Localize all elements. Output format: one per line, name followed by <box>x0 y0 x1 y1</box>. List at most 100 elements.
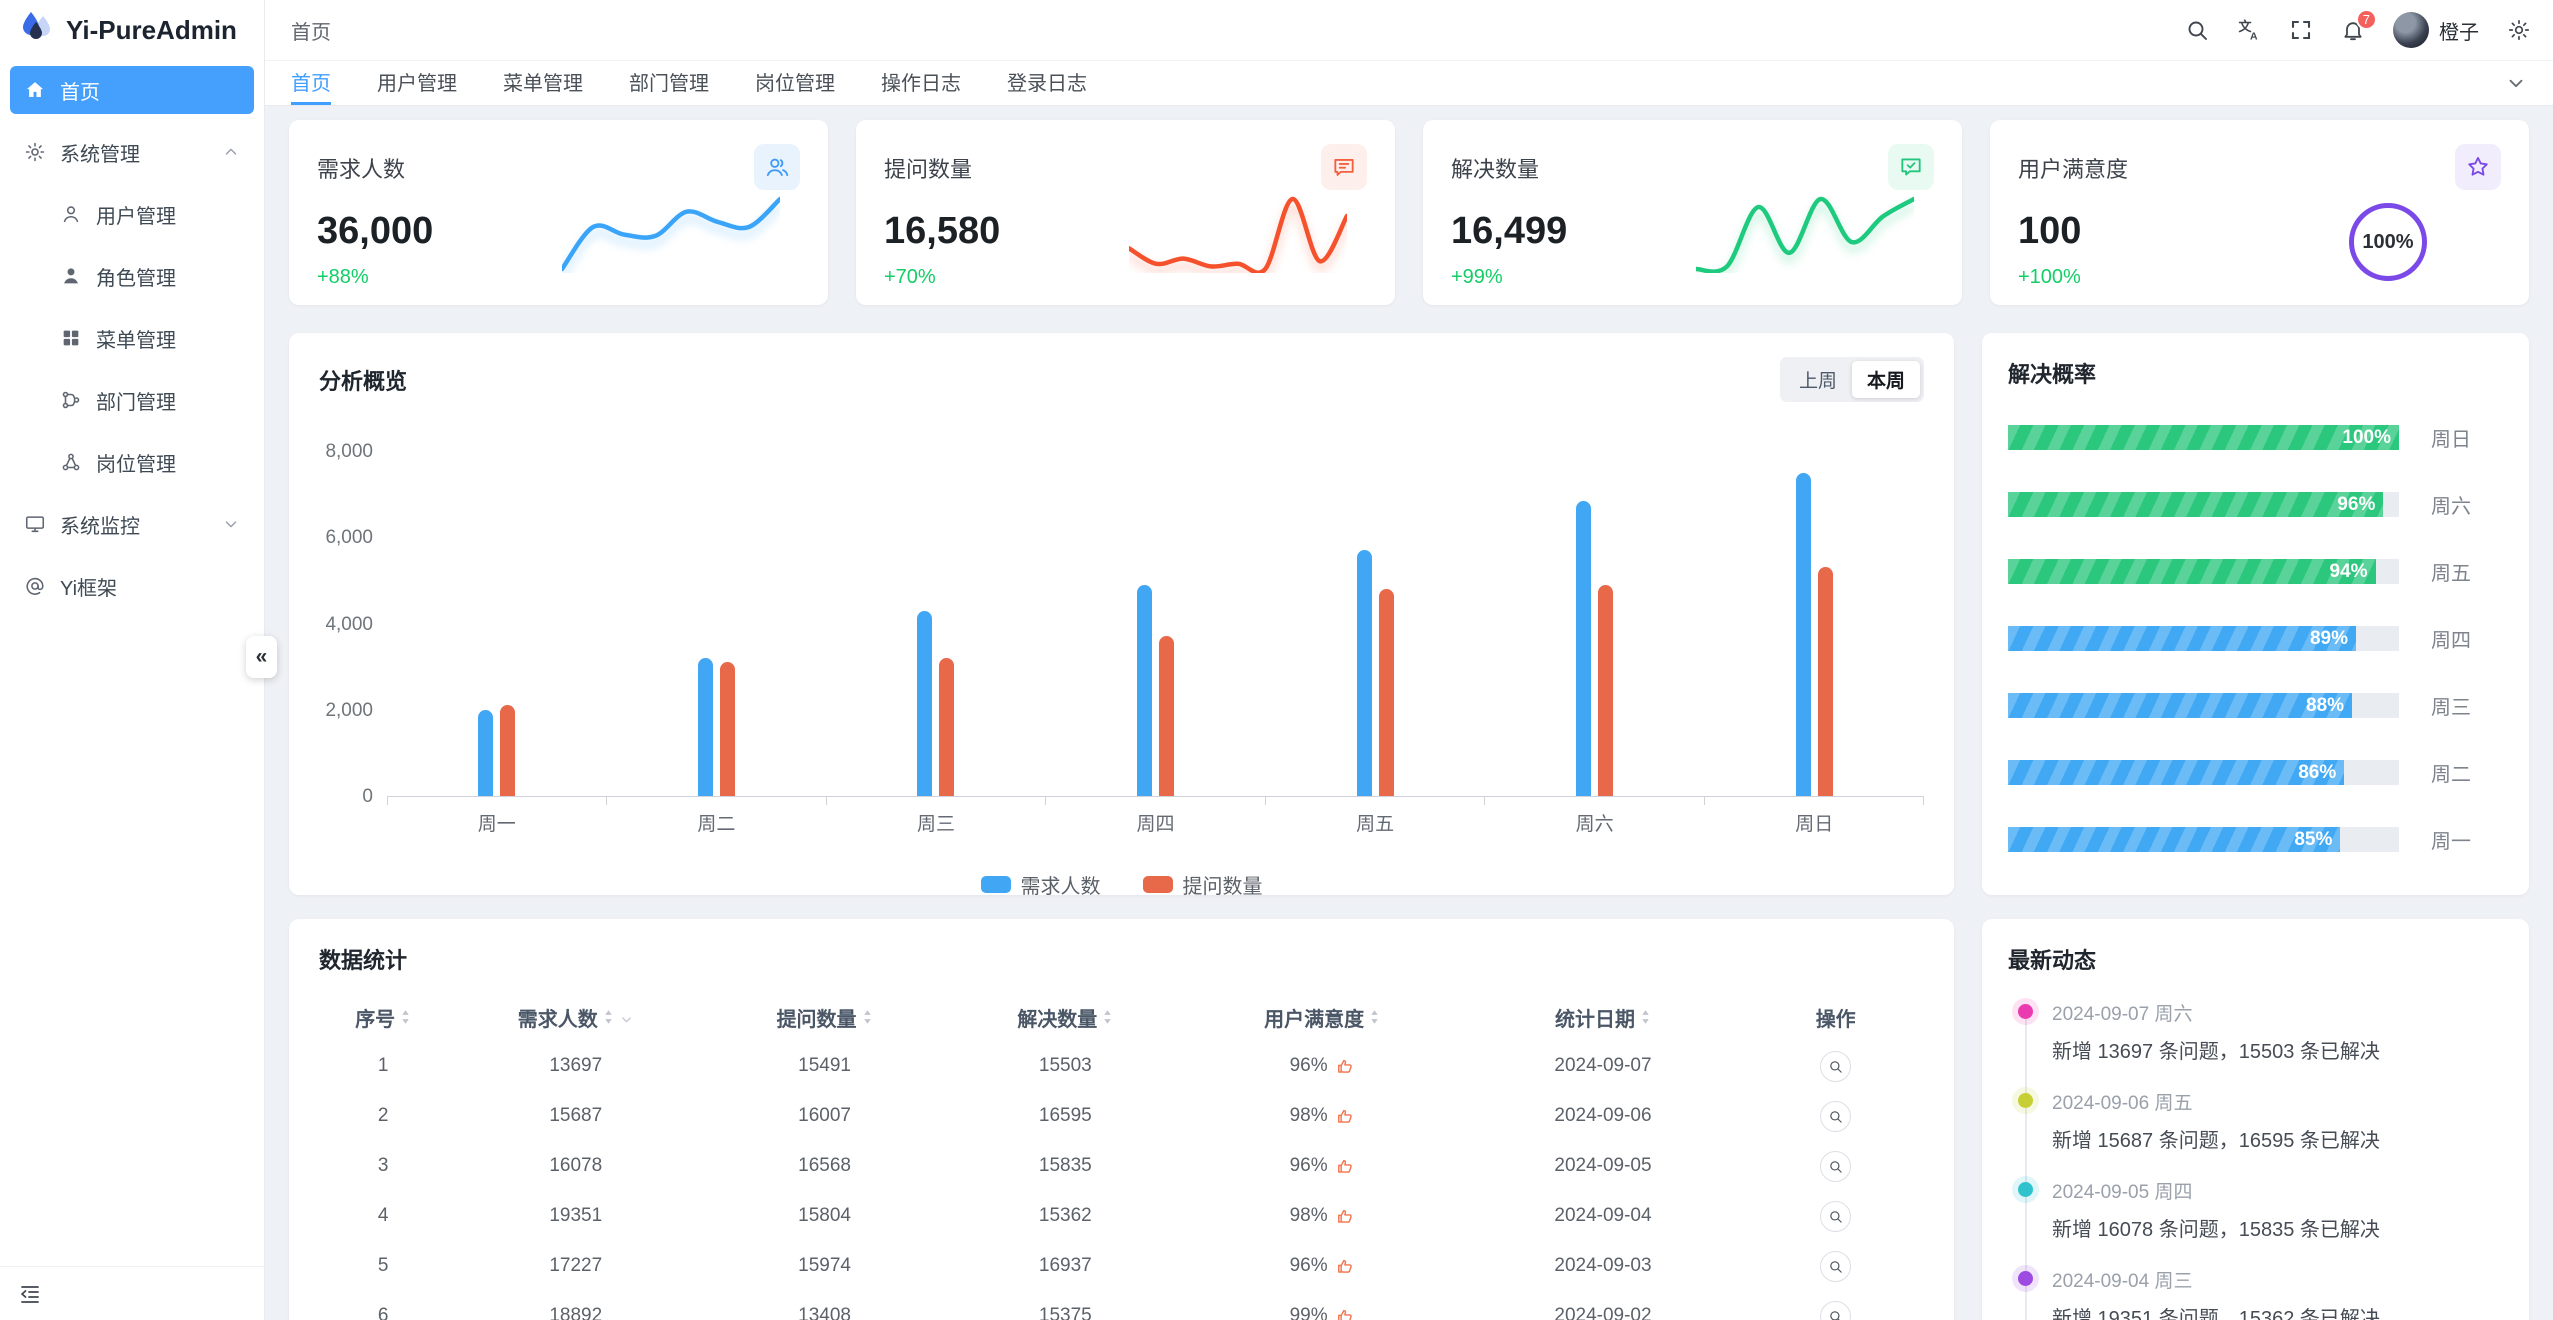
bar-group-周日 <box>1704 452 1924 796</box>
sidebar-item-菜单管理[interactable]: 菜单管理 <box>10 314 254 362</box>
bar-group-周三 <box>826 452 1046 796</box>
x-axis-label: 周四 <box>1136 814 1175 835</box>
sidebar: Yi-PureAdmin 首页系统管理用户管理角色管理菜单管理部门管理岗位管理系… <box>0 0 265 1320</box>
filter-chevron-down-icon[interactable] <box>619 1010 634 1025</box>
cell-date: 2024-09-02 <box>1554 1305 1652 1320</box>
settings-gear-icon[interactable] <box>2507 18 2531 42</box>
bar-提问数量-周一 <box>500 705 516 796</box>
sidebar-item-Yi框架[interactable]: Yi框架 <box>10 562 254 610</box>
view-detail-button[interactable] <box>1820 1100 1852 1132</box>
tab-操作日志[interactable]: 操作日志 <box>881 73 961 95</box>
tabs: 首页 用户管理 菜单管理 部门管理 岗位管理 操作日志 登录日志 <box>291 61 1133 105</box>
sidebar-item-label: 菜单管理 <box>96 329 176 352</box>
sidebar-item-label: 岗位管理 <box>96 453 176 476</box>
sort-carets-icon[interactable] <box>1640 1008 1651 1026</box>
tab-登录日志[interactable]: 登录日志 <box>1007 73 1087 95</box>
bar-提问数量-周三 <box>939 658 955 796</box>
sidebar-item-首页[interactable]: 首页 <box>10 66 254 114</box>
stat-card-value: 100 <box>2018 210 2082 252</box>
sort-carets-icon[interactable] <box>862 1008 873 1026</box>
tab-用户管理[interactable]: 用户管理 <box>377 73 457 95</box>
bar-group-周四 <box>1046 452 1266 796</box>
collapse-sidebar-icon[interactable] <box>18 1282 42 1306</box>
column-header-用户满意度[interactable]: 用户满意度 <box>1186 1003 1459 1032</box>
toggle-上周[interactable]: 上周 <box>1798 371 1837 392</box>
stat-card-value: 16,499 <box>1451 210 1568 252</box>
tab-岗位管理[interactable]: 岗位管理 <box>755 73 835 95</box>
table-row: 6 18892 13408 15375 99% 2024-09-02 <box>319 1291 1924 1320</box>
view-detail-button[interactable] <box>1820 1150 1852 1182</box>
timeline-text: 新增 16078 条问题，15835 条已解决 <box>2052 1219 2380 1241</box>
column-header-需求人数[interactable]: 需求人数 <box>447 1003 704 1032</box>
sort-carets-icon[interactable] <box>400 1008 411 1026</box>
legend-item-提问数量[interactable]: 提问数量 <box>1142 870 1263 899</box>
cell-solved: 16937 <box>1038 1255 1092 1276</box>
view-detail-button[interactable] <box>1820 1050 1852 1082</box>
trend-sparkline <box>562 196 780 272</box>
cell-demand: 17227 <box>549 1255 603 1276</box>
bar-group-周六 <box>1485 452 1705 796</box>
timeline-title: 最新动态 <box>2008 948 2097 973</box>
tab-部门管理[interactable]: 部门管理 <box>629 73 709 95</box>
y-tick-label: 8,000 <box>325 441 373 462</box>
sidebar-item-部门管理[interactable]: 部门管理 <box>10 376 254 424</box>
page-content: 需求人数 36,000 +88% 提问数量 16,580 +70% 解决数量 16,499 +9… <box>265 106 2553 1320</box>
sidebar-item-系统管理[interactable]: 系统管理 <box>10 128 254 176</box>
avatar <box>2393 12 2429 48</box>
sidebar-item-岗位管理[interactable]: 岗位管理 <box>10 438 254 486</box>
fullscreen-icon[interactable] <box>2289 18 2313 42</box>
cell-question: 13408 <box>798 1305 851 1320</box>
y-tick-label: 4,000 <box>325 613 373 635</box>
y-tick-label: 2,000 <box>325 699 373 721</box>
view-detail-button[interactable] <box>1820 1250 1852 1282</box>
logo-drop-icon <box>16 8 56 53</box>
at-icon <box>24 575 46 597</box>
sidebar-item-系统监控[interactable]: 系统监控 <box>10 500 254 548</box>
cell-no: 5 <box>377 1255 389 1276</box>
x-axis-label: 周五 <box>1356 814 1395 835</box>
tab-菜单管理[interactable]: 菜单管理 <box>503 73 583 95</box>
view-detail-button[interactable] <box>1820 1300 1852 1320</box>
sidebar-item-角色管理[interactable]: 角色管理 <box>10 252 254 300</box>
chart-legend: 需求人数 提问数量 <box>319 870 1924 899</box>
sort-carets-icon[interactable] <box>1102 1008 1113 1026</box>
user-menu[interactable]: 橙子 <box>2393 12 2479 48</box>
solve-rate-bar: 86% <box>2008 760 2345 785</box>
logo[interactable]: Yi-PureAdmin <box>0 0 264 60</box>
sidebar-item-label: 系统监控 <box>60 515 140 538</box>
legend-item-需求人数[interactable]: 需求人数 <box>980 870 1101 899</box>
column-header-提问数量[interactable]: 提问数量 <box>704 1003 945 1032</box>
column-header-序号[interactable]: 序号 <box>319 1003 447 1032</box>
view-detail-button[interactable] <box>1820 1200 1852 1232</box>
solve-rate-bar: 94% <box>2008 559 2376 584</box>
toggle-本周[interactable]: 本周 <box>1851 361 1920 398</box>
sort-carets-icon[interactable] <box>1369 1008 1380 1026</box>
solve-rate-bar: 88% <box>2008 693 2353 718</box>
column-header-统计日期[interactable]: 统计日期 <box>1459 1003 1748 1032</box>
solve-rate-day-label: 周四 <box>2431 630 2471 652</box>
column-header-解决数量[interactable]: 解决数量 <box>945 1003 1186 1032</box>
sidebar-collapse-button[interactable]: « <box>246 636 277 678</box>
search-icon[interactable] <box>2185 18 2209 42</box>
sidebar-item-用户管理[interactable]: 用户管理 <box>10 190 254 238</box>
bar-需求人数-周三 <box>917 611 933 796</box>
solve-rate-day-label: 周日 <box>2431 429 2471 451</box>
cell-satisfaction: 96% <box>1186 1055 1459 1077</box>
table-row: 2 15687 16007 16595 98% 2024-09-06 <box>319 1091 1924 1141</box>
bar-需求人数-周二 <box>697 658 713 796</box>
solve-rate-day-label: 周二 <box>2431 764 2471 786</box>
solve-rate-row-周一: 85% 周一 <box>2008 825 2503 854</box>
cell-solved: 15375 <box>1038 1305 1092 1320</box>
tab-overflow-chevron-down-icon[interactable] <box>2505 72 2527 94</box>
stat-card-title: 解决数量 <box>1451 157 1540 182</box>
bell-icon[interactable]: 7 <box>2341 9 2377 42</box>
x-axis-label: 周二 <box>697 814 736 835</box>
tab-首页[interactable]: 首页 <box>291 61 331 105</box>
notification-badge: 7 <box>2355 9 2377 30</box>
sort-carets-icon[interactable] <box>603 1008 614 1026</box>
department-icon <box>60 389 82 411</box>
timeline-item: 2024-09-05 周四 新增 16078 条问题，15835 条已解决 <box>2018 1177 2503 1242</box>
